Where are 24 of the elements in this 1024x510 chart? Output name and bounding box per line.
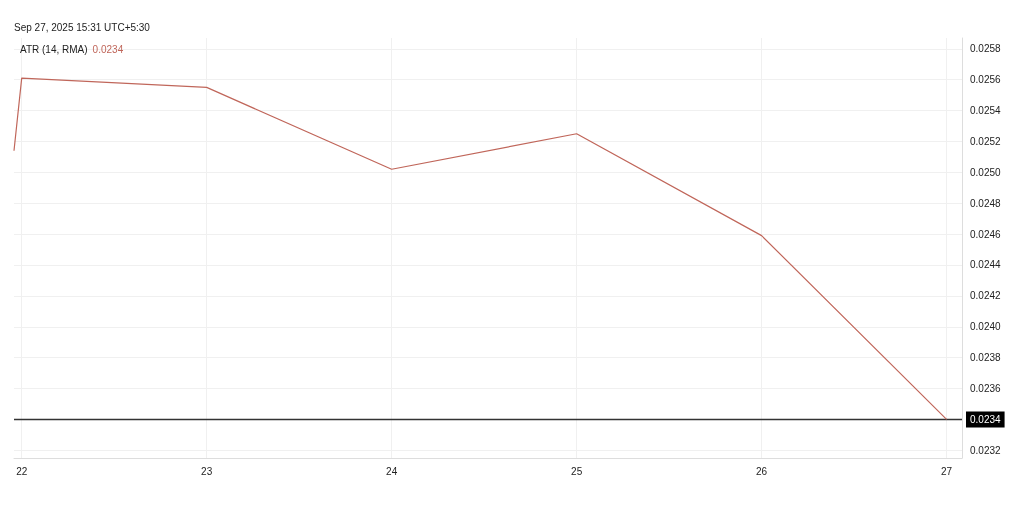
y-tick-label: 0.0258 [970,43,1002,55]
x-tick-label: 22 [16,465,28,477]
x-tick-label: 27 [941,465,953,477]
y-tick-label: 0.0254 [970,105,1002,117]
y-tick-label: 0.0246 [970,228,1002,240]
line-series [13,77,948,420]
x-tick-label: 24 [386,465,398,477]
ref-line-label: 0.0234 [970,413,1002,425]
y-tick-label: 0.0252 [970,135,1002,147]
y-tick-label: 0.0242 [970,290,1002,302]
annotation: 0.0234 [92,44,124,55]
text: Sep 27, 2025 15:31 UTC+5:30 [14,22,150,33]
y-tick-label: 0.0248 [970,197,1002,209]
text: ATR (14, RMA) [20,44,88,55]
x-tick-label: 25 [571,465,583,477]
y-tick-label: 0.0256 [970,74,1002,86]
x-tick-label: 23 [201,465,213,477]
y-tick-label: 0.0240 [970,321,1002,333]
x-tick-label: 26 [756,465,768,477]
y-tick-label: 0.0232 [970,444,1002,456]
y-tick-label: 0.0250 [970,166,1002,178]
y-tick-label: 0.0236 [970,383,1002,395]
y-tick-label: 0.0238 [970,352,1002,364]
y-tick-label: 0.0244 [970,259,1002,271]
